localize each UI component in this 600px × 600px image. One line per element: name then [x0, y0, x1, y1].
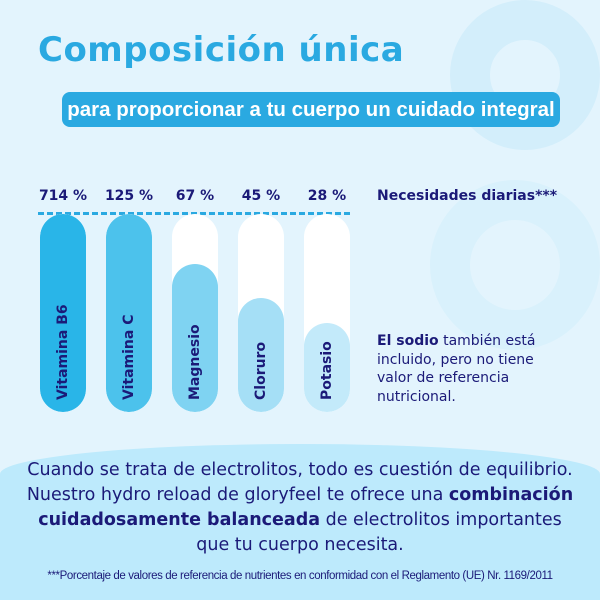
- note-bold: El sodio: [377, 333, 439, 349]
- page-title: Composición única: [38, 30, 405, 70]
- bar-track: Magnesio: [172, 214, 218, 412]
- bar: Cloruro: [238, 297, 284, 412]
- bar-chart: Necesidades diarias*** 714 % Vitamina B6 1…: [38, 188, 558, 412]
- body-part1: Cuando se trata de electrolitos, todo es…: [26, 460, 573, 505]
- bar-label: Magnesio: [187, 324, 203, 400]
- body-bold: combinación cuidadosamente balanceada: [38, 485, 574, 530]
- bar-track: Cloruro: [238, 214, 284, 412]
- sodium-note: El sodio también está incluido, pero no …: [377, 332, 547, 406]
- reference-label: Necesidades diarias***: [377, 188, 558, 204]
- bar-label: Vitamina B6: [55, 304, 71, 400]
- bar-label: Cloruro: [253, 341, 269, 400]
- bar: Vitamina B6: [40, 214, 86, 412]
- bar-track: Vitamina B6: [40, 214, 86, 412]
- value-label: 67 %: [175, 188, 215, 204]
- body-text: Cuando se trata de electrolitos, todo es…: [20, 458, 580, 558]
- bar-track: Vitamina C: [106, 214, 152, 412]
- subtitle-banner: para proporcionar a tu cuerpo un cuidado…: [62, 92, 560, 127]
- body-part2: de electrolitos importantes que tu cuerp…: [196, 510, 562, 555]
- value-label: 714 %: [38, 188, 88, 204]
- footnote: ***Porcentaje de valores de referencia d…: [47, 570, 553, 582]
- value-label: 45 %: [241, 188, 281, 204]
- value-label: 125 %: [104, 188, 154, 204]
- bar: Magnesio: [172, 264, 218, 412]
- bottom-panel: [0, 444, 600, 600]
- value-label: 28 %: [307, 188, 347, 204]
- bar: Potasio: [304, 323, 350, 412]
- bar-track: Potasio: [304, 214, 350, 412]
- reference-line: [38, 212, 350, 215]
- bar-label: Potasio: [319, 341, 335, 400]
- bar-label: Vitamina C: [121, 314, 137, 400]
- note-text: también está incluido, pero no tiene val…: [377, 333, 536, 405]
- bar: Vitamina C: [106, 214, 152, 412]
